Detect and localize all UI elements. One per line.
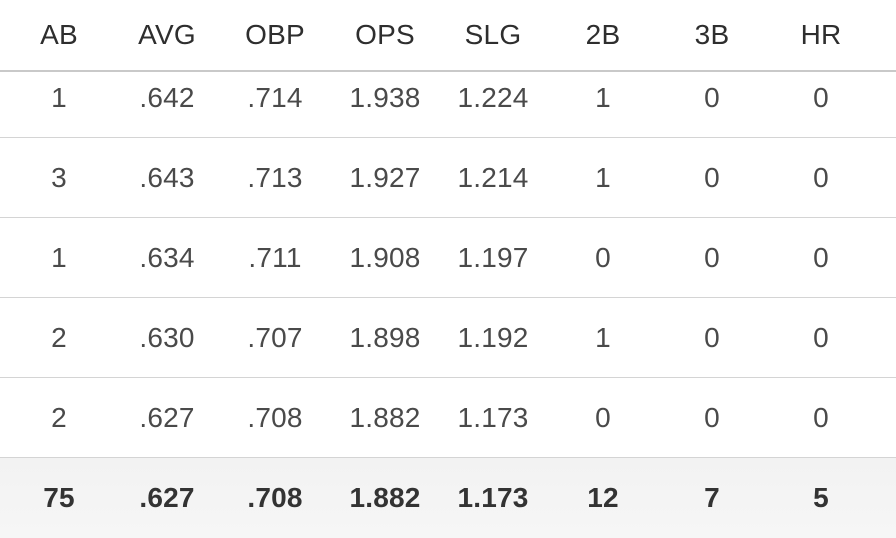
table-cell: .708: [247, 401, 303, 433]
table-cell: 3: [51, 161, 67, 193]
table-cell: 0: [595, 241, 611, 273]
total-cell: 1.882: [349, 482, 421, 513]
column-header-slg[interactable]: SLG: [464, 19, 522, 50]
table-cell: 2: [51, 321, 67, 353]
total-cell: .627: [139, 482, 195, 513]
table-cell: 1.882: [349, 401, 421, 433]
table-cell: .713: [247, 161, 303, 193]
column-header-hr[interactable]: HR: [800, 19, 842, 50]
total-cell: 75: [43, 482, 75, 513]
total-cell: 7: [704, 482, 720, 513]
table-cell: 1: [595, 81, 611, 113]
table-header-row: AB AVG OBP OPS SLG 2B 3B HR: [0, 0, 896, 72]
column-header-avg[interactable]: AVG: [138, 19, 196, 50]
table-cell: 1.927: [349, 161, 421, 193]
table-cell: .711: [248, 241, 302, 273]
total-cell: 12: [587, 482, 619, 513]
total-cell: 1.173: [457, 482, 529, 513]
total-cell: .708: [247, 482, 303, 513]
table-cell: 1.898: [349, 321, 421, 353]
column-header-2b[interactable]: 2B: [585, 19, 621, 50]
table-row: 1 .642 .714 1.938 1.224 1 0 0: [0, 58, 896, 138]
column-header-3b[interactable]: 3B: [694, 19, 730, 50]
table-cell: 0: [704, 81, 720, 113]
table-cell: 0: [813, 81, 829, 113]
column-header-ab[interactable]: AB: [40, 19, 78, 50]
table-cell: 1: [595, 321, 611, 353]
table-cell: 1: [51, 241, 67, 273]
table-cell: 1.908: [349, 241, 421, 273]
table-row: 2 .630 .707 1.898 1.192 1 0 0: [0, 298, 896, 378]
table-cell: 1: [51, 81, 67, 113]
table-totals-row: 75 .627 .708 1.882 1.173 12 7 5: [0, 458, 896, 538]
table-cell: .643: [139, 161, 195, 193]
table-cell: .627: [139, 401, 195, 433]
table-cell: 0: [813, 401, 829, 433]
table-cell: 1.214: [457, 161, 529, 193]
table-cell: 0: [813, 321, 829, 353]
column-header-ops[interactable]: OPS: [355, 19, 415, 50]
table-cell: 1.192: [457, 321, 529, 353]
column-header-obp[interactable]: OBP: [245, 19, 305, 50]
table-row: 2 .627 .708 1.882 1.173 0 0 0: [0, 378, 896, 458]
table-row: 1 .634 .711 1.908 1.197 0 0 0: [0, 218, 896, 298]
table-cell: .707: [247, 321, 303, 353]
table-cell: 2: [51, 401, 67, 433]
table-cell: 0: [595, 401, 611, 433]
table-cell: 1.197: [457, 241, 529, 273]
table-cell: .642: [139, 81, 195, 113]
table-cell: 1: [595, 161, 611, 193]
table-cell: 0: [704, 241, 720, 273]
table-cell: .714: [247, 81, 303, 113]
table-cell: 1.173: [457, 401, 529, 433]
table-cell: .634: [139, 241, 195, 273]
table-cell: 1.938: [349, 81, 421, 113]
table-cell: 0: [813, 161, 829, 193]
table-cell: 0: [813, 241, 829, 273]
table-cell: 0: [704, 161, 720, 193]
table-cell: 0: [704, 321, 720, 353]
table-cell: 0: [704, 401, 720, 433]
table-row: 3 .643 .713 1.927 1.214 1 0 0: [0, 138, 896, 218]
total-cell: 5: [813, 482, 829, 513]
table-cell: .630: [139, 321, 195, 353]
table-cell: 1.224: [457, 81, 529, 113]
